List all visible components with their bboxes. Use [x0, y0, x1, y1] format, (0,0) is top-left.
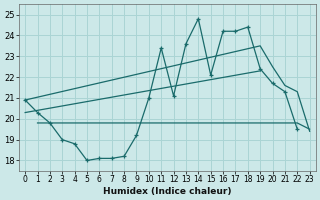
X-axis label: Humidex (Indice chaleur): Humidex (Indice chaleur)	[103, 187, 232, 196]
